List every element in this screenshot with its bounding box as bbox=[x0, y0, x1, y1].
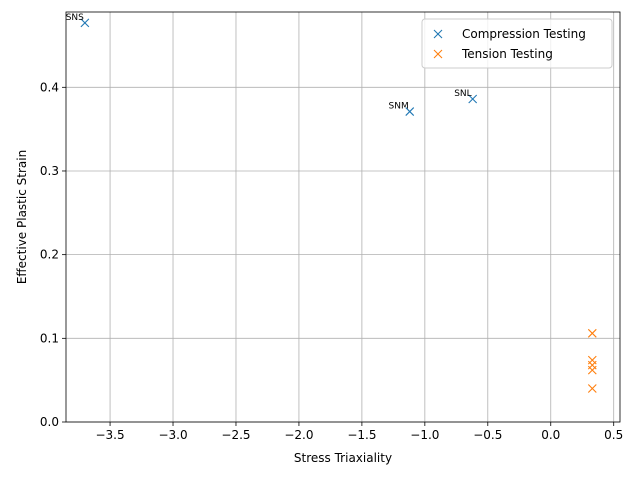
legend: Compression Testing Tension Testing bbox=[421, 18, 613, 69]
y-tick-label: 0.1 bbox=[40, 331, 59, 345]
x-tick-label: −0.5 bbox=[473, 428, 502, 442]
x-tick-label: −3.5 bbox=[95, 428, 124, 442]
x-tick-label: 0.5 bbox=[604, 428, 623, 442]
data-point-series-1 bbox=[587, 328, 597, 338]
y-tick-label: 0.0 bbox=[40, 415, 59, 429]
y-axis-label: Effective Plastic Strain bbox=[15, 150, 29, 284]
data-point-series-0 bbox=[468, 94, 478, 104]
legend-marker bbox=[433, 29, 443, 39]
y-tick-label: 0.2 bbox=[40, 248, 59, 262]
plot-frame bbox=[65, 11, 621, 423]
legend-box bbox=[421, 18, 613, 69]
point-annotation: SNS bbox=[66, 13, 84, 23]
x-tick-label: −3.0 bbox=[158, 428, 187, 442]
x-tick-label: 0.0 bbox=[541, 428, 560, 442]
y-tick-label: 0.3 bbox=[40, 164, 59, 178]
point-annotations: SNS SNM SNL bbox=[66, 13, 472, 112]
legend-marker bbox=[433, 49, 443, 59]
x-tick-label: −2.5 bbox=[221, 428, 250, 442]
y-axis-ticks: 0.0 0.1 0.2 0.3 0.4 bbox=[40, 80, 66, 429]
data-points bbox=[80, 18, 597, 393]
x-tick-label: −1.5 bbox=[347, 428, 376, 442]
x-tick-label: −1.0 bbox=[410, 428, 439, 442]
x-axis-ticks: −3.5 −3.0 −2.5 −2.0 −1.5 −1.0 −0.5 0.0 0.5 bbox=[95, 422, 623, 442]
legend-label: Tension Testing bbox=[461, 47, 553, 61]
legend-label: Compression Testing bbox=[462, 27, 586, 41]
point-annotation: SNL bbox=[454, 89, 471, 99]
grid-lines bbox=[66, 12, 620, 423]
data-point-series-0 bbox=[405, 107, 415, 116]
x-axis-label: Stress Triaxiality bbox=[294, 451, 392, 465]
data-point-series-1 bbox=[587, 384, 597, 393]
data-point-series-0 bbox=[80, 18, 90, 28]
data-point-series-1 bbox=[587, 365, 597, 375]
y-tick-label: 0.4 bbox=[40, 80, 59, 94]
point-annotation: SNM bbox=[389, 102, 409, 112]
x-tick-label: −2.0 bbox=[284, 428, 313, 442]
